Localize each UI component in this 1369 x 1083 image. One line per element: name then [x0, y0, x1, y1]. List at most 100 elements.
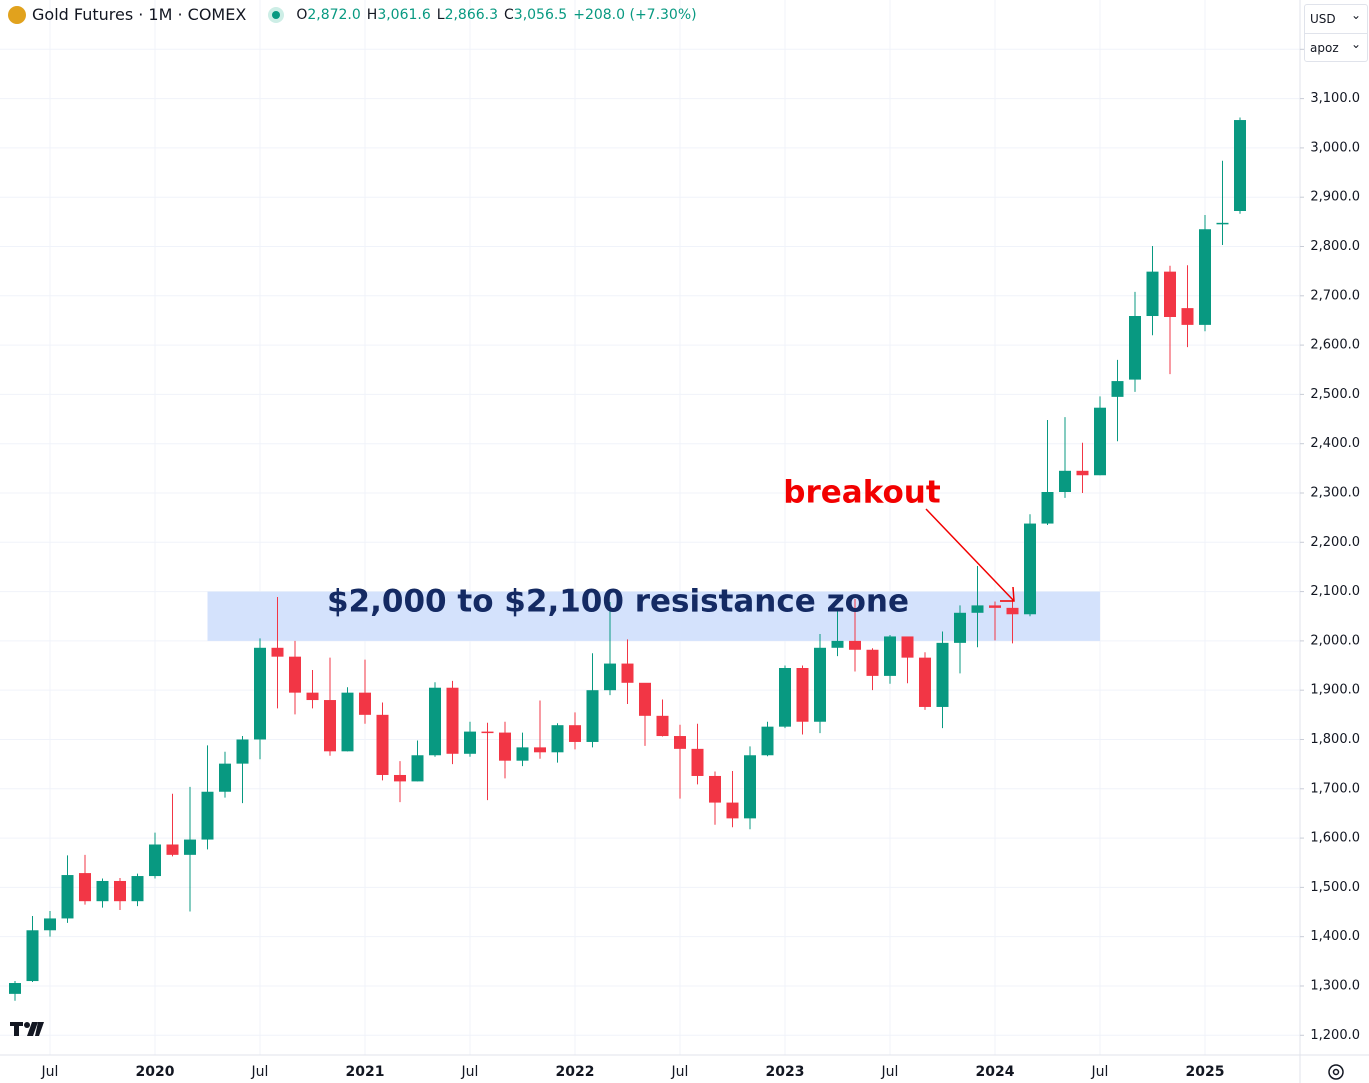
legend-header: Gold Futures · 1M · COMEX O2,872.0 H3,061…: [8, 5, 697, 24]
candle-body: [656, 715, 669, 737]
candle-body: [796, 668, 809, 722]
symbol-title: Gold Futures · 1M · COMEX: [32, 5, 247, 24]
ohlc-key: L: [436, 6, 445, 23]
candle-body: [446, 687, 459, 754]
ohlc-value: 3,061.6: [377, 6, 431, 23]
y-tick-label: 1,400.0: [1310, 929, 1360, 944]
candle-body: [884, 636, 896, 676]
candle-body: [744, 755, 756, 819]
candle-body: [359, 692, 371, 715]
ohlc-value: 3,056.5: [513, 6, 568, 23]
y-tick-label: 2,600.0: [1310, 338, 1360, 353]
candle-body: [1146, 271, 1159, 317]
ohlc-key: H: [366, 6, 378, 23]
candle-body: [814, 647, 826, 722]
candle-body: [1076, 470, 1089, 476]
candle-body: [411, 755, 424, 782]
y-tick-label: 2,300.0: [1310, 485, 1360, 500]
candle-body: [149, 844, 161, 877]
candle-body: [394, 774, 406, 782]
unit[interactable]: apoz: [1305, 30, 1367, 62]
candle-body: [61, 875, 74, 919]
candle-body: [9, 983, 21, 994]
candle-body: [901, 636, 914, 658]
ohlc-key: O: [296, 6, 308, 23]
y-tick-label: 2,500.0: [1310, 387, 1360, 402]
y-tick-label: 1,900.0: [1310, 683, 1360, 698]
zone-layer: [207, 591, 1100, 641]
y-tick-label: 1,800.0: [1310, 732, 1360, 747]
x-tick-label: 2020: [136, 1064, 175, 1080]
x-tick-label: 2023: [766, 1064, 805, 1080]
candle-body: [691, 748, 704, 776]
candle-body: [569, 725, 581, 742]
annotation: breakout: [783, 475, 941, 511]
x-tick-label: Jul: [251, 1064, 269, 1080]
grid: [0, 0, 1300, 1055]
candle-body: [866, 649, 879, 676]
x-tick-label: 2022: [556, 1064, 595, 1080]
y-tick-label: 2,100.0: [1310, 584, 1360, 599]
y-tick-label: 1,300.0: [1310, 978, 1360, 993]
candle-body: [516, 747, 529, 761]
candle-body: [919, 657, 931, 707]
candle-body: [534, 747, 546, 753]
symbol-icon: [8, 5, 26, 24]
candle-body: [551, 725, 564, 753]
candle-body: [674, 736, 686, 749]
x-tick-label: 2021: [346, 1064, 385, 1080]
annotation-arrow: [925, 508, 1015, 602]
unit-box[interactable]: USD apoz: [1304, 1, 1368, 62]
x-tick-label: Jul: [1091, 1064, 1109, 1080]
x-tick-label: Jul: [671, 1064, 689, 1080]
candle-body: [1059, 470, 1071, 493]
y-tick-label: 2,000.0: [1310, 633, 1360, 648]
candle-body: [26, 930, 39, 982]
x-tick-label: Jul: [461, 1064, 479, 1080]
candle-body: [709, 775, 721, 803]
candle-body: [1181, 308, 1194, 325]
y-tick-label: 3,000.0: [1310, 140, 1360, 155]
y-tick-label: 2,400.0: [1310, 436, 1360, 451]
ohlc-value: 2,872.0: [307, 6, 361, 23]
candle-body: [114, 880, 126, 902]
candle-body: [324, 700, 336, 752]
candle-body: [429, 687, 441, 756]
candle-body: [1041, 492, 1054, 524]
candle-body: [1164, 271, 1176, 317]
candle-body: [271, 647, 284, 657]
y-tick-label: 1,200.0: [1310, 1028, 1360, 1043]
candle-body: [621, 663, 634, 683]
candles: [9, 117, 1246, 1001]
candle-body: [989, 605, 1001, 608]
candle-body: [849, 640, 861, 650]
candle-body: [971, 605, 984, 613]
x-tick-label: 2025: [1186, 1064, 1225, 1080]
candle-body: [1234, 120, 1246, 211]
x-tick-label: Jul: [41, 1064, 59, 1080]
y-tick-label: 2,900.0: [1310, 190, 1360, 205]
candle-body: [761, 726, 774, 756]
candle-body: [236, 739, 249, 764]
candle-body: [184, 839, 196, 855]
candle-body: [306, 692, 319, 701]
candle-body: [1111, 381, 1124, 397]
y-tick-label: 2,200.0: [1310, 535, 1360, 550]
y-tick-label: 2,700.0: [1310, 288, 1360, 303]
y-tick-label: 1,600.0: [1310, 831, 1360, 846]
y-tick-label: 2,800.0: [1310, 239, 1360, 254]
candle-body: [1094, 407, 1106, 476]
candle-body: [79, 873, 91, 902]
candle-body: [499, 732, 511, 761]
ohlc-value: 2,866.3: [444, 6, 498, 23]
candle-body: [954, 612, 966, 643]
candle-body: [604, 663, 616, 691]
candle-body: [1024, 523, 1036, 615]
y-tick-label: 1,700.0: [1310, 781, 1360, 796]
settings-icon[interactable]: [1328, 1064, 1344, 1080]
candle-body: [289, 656, 301, 693]
ohlc: O2,872.0 H3,061.6 L2,866.3 C3,056.5: [296, 7, 573, 23]
candle-body: [586, 690, 599, 742]
